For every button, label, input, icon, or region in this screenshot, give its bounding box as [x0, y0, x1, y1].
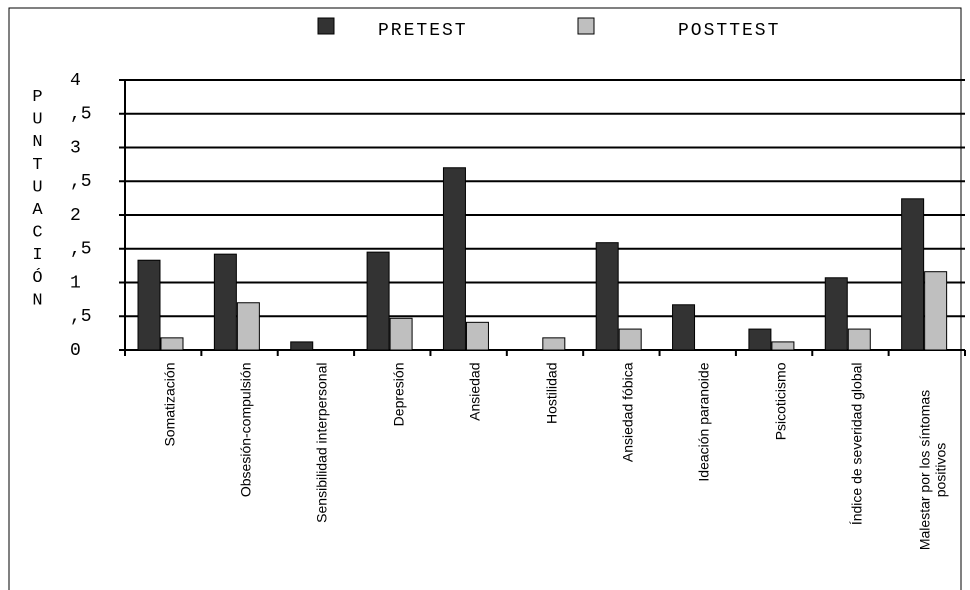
x-tick-label: Obsesión-compulsión: [237, 362, 254, 498]
y-tick-label: ,5: [70, 240, 92, 260]
bar: [137, 259, 161, 351]
bar: [824, 277, 848, 351]
x-tick-label: Psicoticismo: [772, 362, 789, 441]
bar: [160, 337, 184, 351]
x-tick-label: Malestar por los síntomas positivos: [916, 389, 949, 551]
y-tick-label: ,5: [70, 172, 92, 192]
y-axis-label: PUNTUACIÓN: [28, 88, 47, 314]
bar: [290, 341, 314, 351]
legend-label: PRETEST: [378, 21, 468, 41]
x-tick-label: Ideación paranoide: [695, 362, 712, 482]
bar: [924, 271, 948, 351]
y-tick-label: 4: [70, 71, 81, 91]
bar: [672, 304, 696, 351]
bar: [595, 242, 619, 351]
x-tick-label: Índice de severidad global: [848, 362, 865, 526]
legend-swatch: [577, 17, 595, 35]
y-tick-label: 1: [70, 273, 81, 293]
bar: [618, 328, 642, 351]
frame: [8, 7, 962, 590]
legend-label: POSTTEST: [678, 21, 780, 41]
y-tick-label: ,5: [70, 307, 92, 327]
x-tick-label: Depresión: [390, 362, 407, 427]
y-tick-label: 0: [70, 341, 81, 361]
x-tick-label: Sensibilidad interpersonal: [313, 362, 330, 523]
x-tick-label: Hostilidad: [543, 362, 559, 424]
y-tick-label: 3: [70, 138, 81, 158]
bar: [389, 317, 413, 351]
bar: [748, 328, 772, 351]
bar: [901, 198, 925, 351]
bar: [442, 167, 466, 351]
bar: [542, 337, 566, 351]
legend-swatch: [317, 17, 335, 35]
bar: [213, 253, 237, 351]
x-tick-label: Somatización: [161, 362, 178, 447]
bar: [366, 251, 390, 351]
bar: [236, 302, 260, 351]
y-tick-label: 2: [70, 206, 81, 226]
y-tick-label: ,5: [70, 105, 92, 125]
bar: [771, 341, 795, 351]
x-tick-label: Ansiedad fóbica: [619, 362, 636, 463]
bar: [847, 328, 871, 351]
x-tick-label: Ansiedad: [466, 362, 483, 421]
bar: [465, 321, 489, 351]
